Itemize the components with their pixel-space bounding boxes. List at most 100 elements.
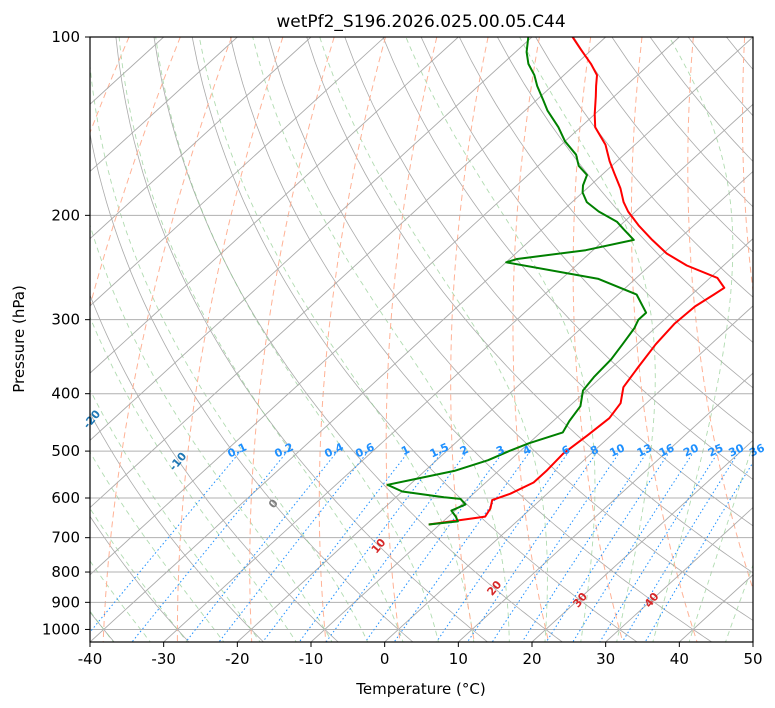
mixing-ratio-line: [491, 450, 621, 642]
x-tick-label: -10: [299, 650, 324, 668]
isotherm-line: [752, 641, 753, 642]
axes: -40 -30 -20 -10 0 10 20 30 40 50 100 200 300 400 500 60…: [42, 28, 763, 668]
y-tick-label: 300: [51, 311, 80, 329]
moist-adiabat-line: [155, 37, 439, 642]
x-tick-label: -30: [151, 650, 176, 668]
isotherm-line: [605, 506, 753, 642]
saturation-isentrope-line: [102, 37, 233, 642]
dry-adiabat-line: [382, 37, 753, 480]
mixing-ratio-line: [466, 450, 599, 642]
saturation-isentrope-line: [249, 37, 335, 642]
temperature-line: [428, 37, 726, 526]
isotherm-line: [163, 103, 753, 642]
y-tick-label: 800: [51, 563, 80, 581]
mixing-ratio-label: 0.6: [353, 440, 376, 460]
mixing-ratio-line: [621, 450, 740, 642]
moist-adiabat-line: [90, 451, 225, 642]
profile-lines: [386, 37, 726, 526]
x-tick-label: 10: [449, 650, 468, 668]
dry-adiabat-line: [115, 37, 489, 642]
moist-adiabat-line: [198, 37, 475, 642]
mixing-ratio-label: 1.5: [428, 440, 451, 460]
dry-adiabat-line: [535, 37, 753, 298]
saturation-isentrope-line: [687, 37, 753, 591]
moist-adiabat-line: [252, 37, 510, 642]
mixing-ratio-label: 16: [657, 441, 677, 459]
mixing-ratio-line: [262, 450, 410, 642]
dry-adiabat-label: 30: [570, 590, 590, 610]
moist-adiabat-line: [761, 37, 775, 644]
moist-adiabat-line: [519, 37, 656, 642]
isotherm-line: [90, 37, 459, 374]
mixing-ratio-line: [599, 450, 720, 642]
mixing-ratio-line: [131, 450, 288, 642]
mixing-ratio-line: [435, 450, 570, 642]
moist-adiabat-line: [688, 443, 753, 642]
x-tick-label: 40: [670, 650, 689, 668]
x-tick-label: 20: [522, 650, 541, 668]
mixing-ratio-label: 8: [588, 443, 600, 458]
mixing-ratio-line: [298, 450, 444, 642]
x-tick-label: -40: [78, 650, 103, 668]
isotherm-line: [310, 238, 753, 642]
mixing-ratio-line: [90, 450, 242, 633]
plot-frame: [89, 36, 754, 643]
mixing-ratio-label: 36: [747, 441, 767, 459]
dry-adiabat-label: -20: [81, 407, 104, 431]
dry-adiabat-line: [229, 37, 713, 642]
isotherm-line: [90, 37, 385, 307]
dry-adiabat-line: [687, 37, 753, 117]
isotherm-line: [237, 170, 753, 642]
dry-adiabat-label: 20: [485, 578, 505, 598]
moist-adiabat-line: [652, 37, 734, 642]
isotherm-line: [90, 37, 312, 240]
moist-adiabat-line: [90, 388, 261, 642]
dry-adiabat-line: [497, 37, 753, 343]
mixing-ratio-line: [393, 450, 531, 642]
mixing-ratio-label: 13: [635, 441, 654, 459]
y-tick-label: 700: [51, 529, 80, 547]
mixing-ratio-label: 30: [727, 441, 747, 459]
dry-adiabat-line: [191, 37, 638, 642]
x-axis-label: Temperature (°C): [355, 680, 485, 698]
y-tick-label: 100: [51, 28, 80, 46]
mixing-ratio-label: 0.1: [226, 440, 249, 460]
dry-adiabat-line: [458, 37, 753, 389]
mixing-ratio-label: 25: [706, 441, 725, 459]
saturation-isentrope-line: [176, 37, 284, 642]
y-tick-label: 400: [51, 385, 80, 403]
moist-adiabat-line: [90, 315, 297, 642]
chart-title: wetPf2_S196.2026.025.00.05.C44: [276, 12, 565, 32]
moist-adiabat-line: [90, 223, 333, 642]
isotherm-line: [90, 37, 753, 642]
x-tick-label: -20: [225, 650, 250, 668]
x-tick-label: 0: [380, 650, 390, 668]
y-tick-label: 200: [51, 206, 80, 224]
y-tick-label: 500: [51, 442, 80, 460]
y-tick-label: 900: [51, 593, 80, 611]
mixing-ratio-line: [185, 450, 338, 642]
x-tick-label: 50: [743, 650, 762, 668]
saturation-isentrope-line: [90, 37, 181, 308]
dry-adiabat-label: 40: [642, 590, 662, 610]
y-axis-label: Pressure (hPa): [10, 285, 28, 393]
mixing-ratio-label: 1: [399, 443, 411, 458]
isotherm-line: [90, 37, 238, 173]
y-tick-label: 600: [51, 489, 80, 507]
mixing-ratio-label: 20: [681, 441, 701, 459]
saturation-isentrope-line: [450, 37, 489, 642]
moist-adiabat-line: [90, 507, 188, 642]
dry-adiabat-line: [649, 37, 753, 162]
mixing-ratio-line: [572, 450, 695, 642]
dry-adiabat-line: [573, 37, 753, 253]
isotherm-line: [384, 305, 753, 642]
x-tick-label: 30: [596, 650, 615, 668]
isotherm-line: [90, 37, 533, 441]
moist-adiabat-line: [405, 37, 596, 642]
isotherm-line: [458, 372, 753, 642]
mixing-ratio-line: [644, 461, 753, 642]
moist-adiabat-line: [725, 563, 753, 642]
dewpoint-line: [386, 37, 648, 526]
saturation-isentrope-line: [572, 37, 624, 642]
